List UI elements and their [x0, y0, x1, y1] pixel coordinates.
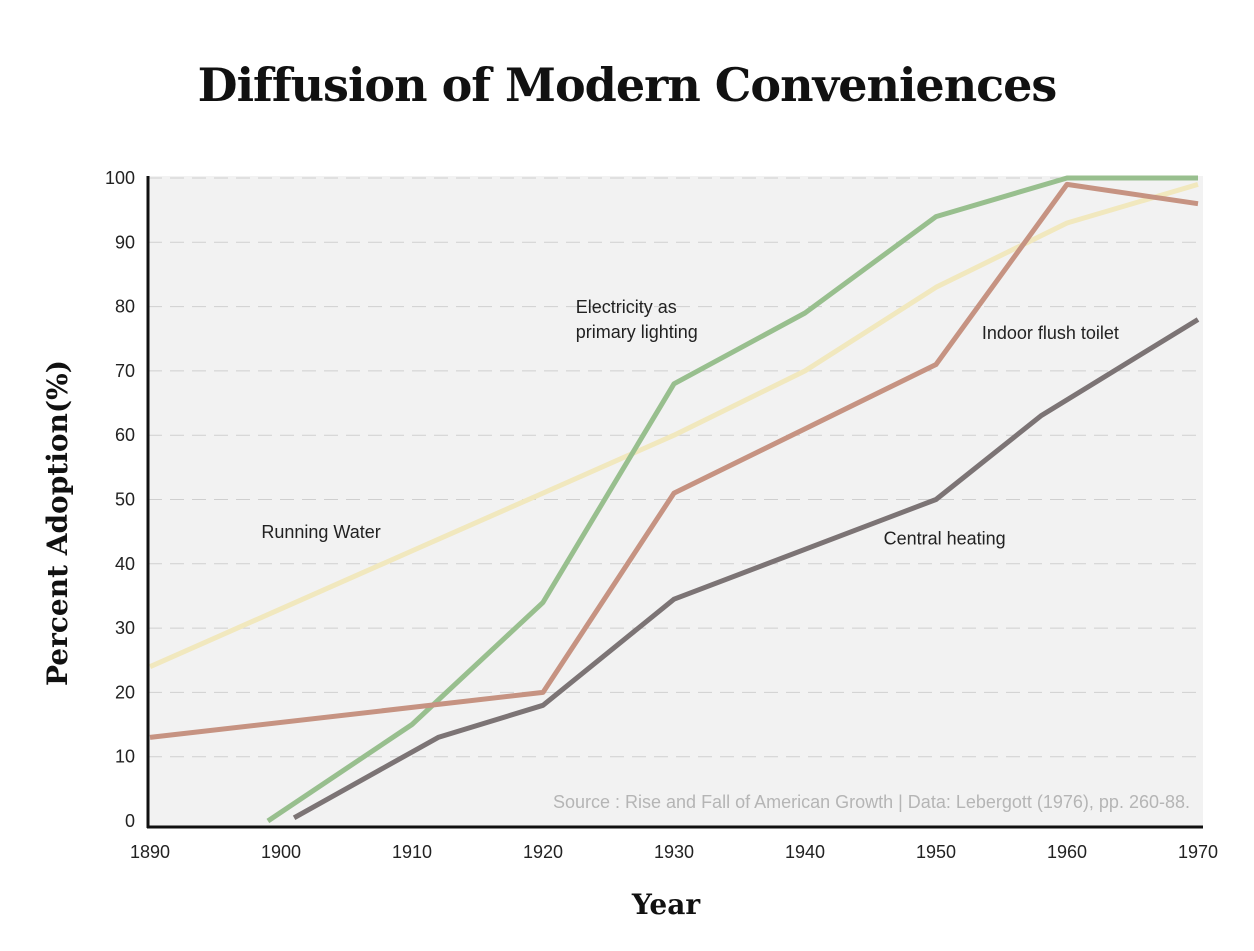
y-tick-label-100: 100: [105, 168, 135, 188]
y-tick-label-40: 40: [115, 554, 135, 574]
series-label-flush-toilet: Indoor flush toilet: [982, 323, 1119, 343]
x-tick-label-1930: 1930: [654, 842, 694, 862]
y-tick-label-20: 20: [115, 682, 135, 702]
y-tick-label-10: 10: [115, 747, 135, 767]
y-tick-label-0: 0: [125, 811, 135, 831]
x-tick-label-1890: 1890: [130, 842, 170, 862]
series-label-running-water: Running Water: [261, 522, 380, 542]
y-tick-label-90: 90: [115, 232, 135, 252]
x-tick-label-1950: 1950: [916, 842, 956, 862]
series-line-central-heating: [292, 317, 1200, 820]
series-label-electricity: Electricity as primary lighting: [576, 297, 698, 342]
source-note: Source : Rise and Fall of American Growt…: [553, 792, 1190, 812]
chart-title: Diffusion of Modern Conveniences: [197, 58, 1058, 112]
series-line-indoor-flush-toilet: [149, 181, 1199, 740]
y-tick-label-50: 50: [115, 490, 135, 510]
plot-background: [148, 176, 1203, 827]
x-tick-label-1940: 1940: [785, 842, 825, 862]
x-axis-title: Year: [631, 888, 702, 921]
x-tick-label-1910: 1910: [392, 842, 432, 862]
y-tick-label-70: 70: [115, 361, 135, 381]
y-axis-title: Percent Adoption(%): [41, 360, 74, 686]
x-tick-label-1920: 1920: [523, 842, 563, 862]
y-tick-label-30: 30: [115, 618, 135, 638]
y-tick-label-80: 80: [115, 297, 135, 317]
x-tick-label-1970: 1970: [1178, 842, 1218, 862]
series-label-central-heating: Central heating: [884, 529, 1006, 549]
x-tick-label-1960: 1960: [1047, 842, 1087, 862]
y-tick-label-60: 60: [115, 425, 135, 445]
x-tick-label-1900: 1900: [261, 842, 301, 862]
